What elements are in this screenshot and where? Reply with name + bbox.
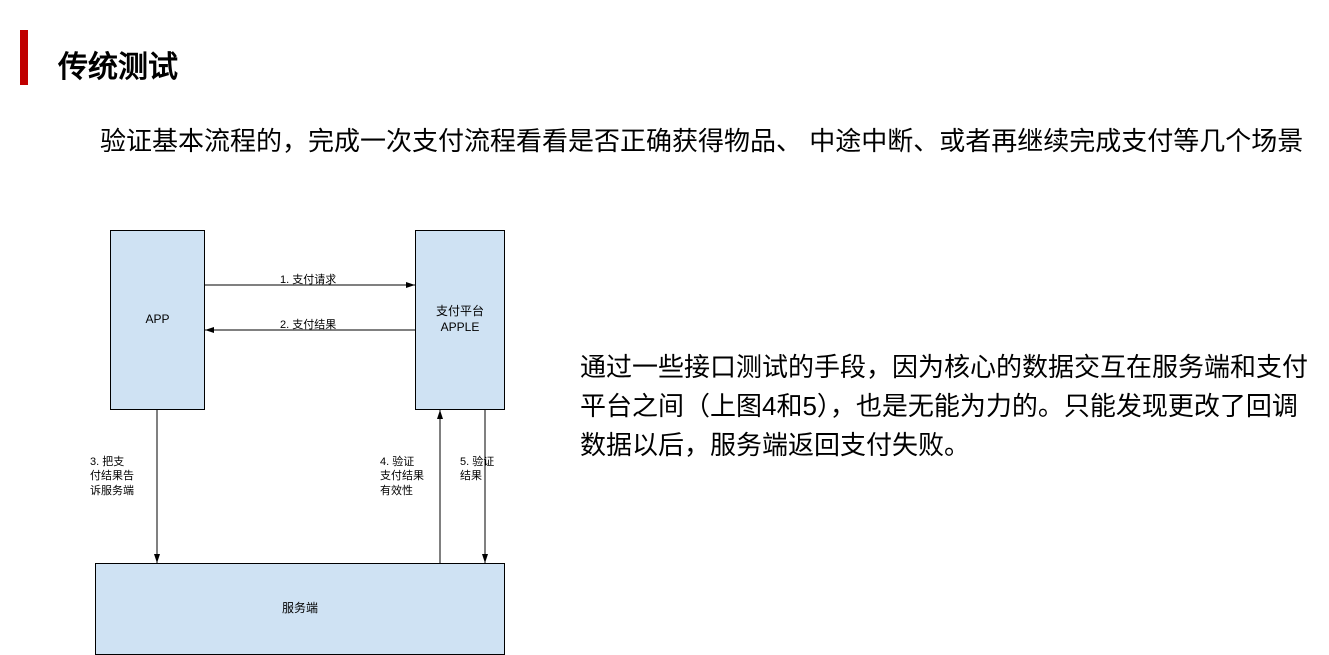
edge-label-4: 4. 验证 支付结果 有效性 [380,455,424,498]
page-title: 传统测试 [58,42,178,86]
intro-text: 验证基本流程的，完成一次支付流程看看是否正确获得物品、 中途中断、或者再继续完成… [100,122,1303,161]
edge-label-5: 5. 验证 结果 [460,455,494,484]
node-server: 服务端 [95,563,505,655]
flow-diagram: APP 支付平台 APPLE 服务端 1. 支付请求 2. 支付结果 3. 把支 付结果… [60,225,560,655]
edge-label-1: 1. 支付请求 [280,273,336,287]
edge-label-3: 3. 把支 付结果告 诉服务端 [90,455,134,498]
node-app: APP [110,230,205,410]
accent-bar [20,30,28,85]
edge-label-2: 2. 支付结果 [280,318,336,332]
node-apple: 支付平台 APPLE [415,230,505,410]
side-text: 通过一些接口测试的手段，因为核心的数据交互在服务端和支付平台之间（上图4和5），… [580,348,1310,465]
